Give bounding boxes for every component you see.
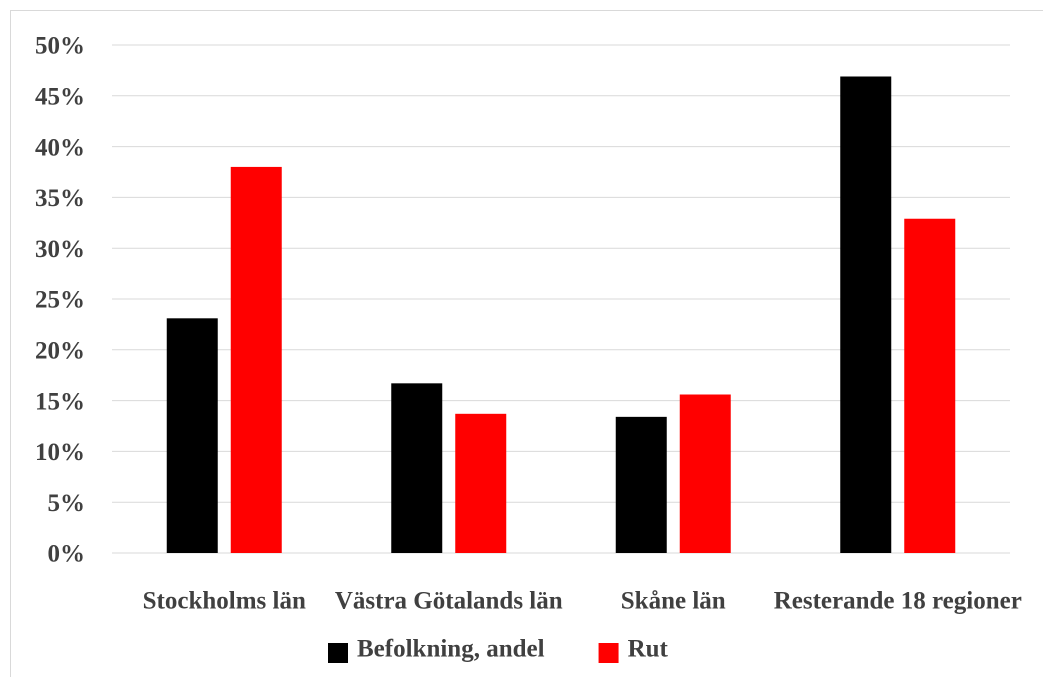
bar	[840, 76, 892, 553]
y-tick-label: 40%	[35, 134, 85, 161]
x-tick-label: Västra Götalands län	[335, 588, 563, 615]
x-tick-label: Stockholms län	[143, 588, 306, 615]
bar	[679, 394, 731, 553]
y-tick-label: 5%	[48, 490, 86, 517]
bar	[230, 166, 282, 554]
y-tick-label: 45%	[35, 84, 85, 111]
y-tick-label: 25%	[35, 287, 85, 314]
x-tick-label: Skåne län	[621, 588, 726, 615]
bar	[904, 218, 956, 553]
legend-swatch	[598, 643, 619, 663]
y-tick-label: 15%	[35, 388, 85, 415]
y-tick-label: 20%	[35, 338, 85, 365]
bar	[166, 318, 218, 553]
y-tick-label: 30%	[35, 236, 85, 263]
legend-swatch	[328, 643, 348, 663]
x-tick-label: Resterande 18 regioner	[774, 588, 1022, 615]
bar	[455, 413, 507, 553]
y-tick-label: 35%	[35, 185, 85, 212]
chart-frame	[10, 10, 1043, 677]
legend-label: Befolkning, andel	[357, 636, 545, 663]
bar	[391, 383, 443, 553]
bar	[615, 416, 667, 553]
legend-label: Rut	[628, 636, 669, 663]
y-tick-label: 0%	[48, 541, 86, 568]
y-tick-label: 10%	[35, 439, 85, 466]
y-tick-label: 50%	[35, 33, 85, 60]
